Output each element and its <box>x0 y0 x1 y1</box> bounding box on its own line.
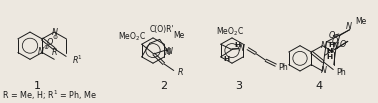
Text: MeO$_2$C: MeO$_2$C <box>118 30 146 43</box>
Text: ⊖: ⊖ <box>53 35 57 40</box>
Text: Ph: Ph <box>279 63 288 72</box>
Text: R: R <box>51 48 57 57</box>
Text: Ph: Ph <box>336 68 346 77</box>
Text: MeO$_2$C: MeO$_2$C <box>216 25 244 38</box>
Text: 2: 2 <box>160 81 167 91</box>
Text: N: N <box>321 66 327 74</box>
Text: ⊕: ⊕ <box>43 45 48 50</box>
Text: C(O)R': C(O)R' <box>149 25 174 34</box>
Text: N: N <box>239 44 245 53</box>
Text: O: O <box>328 31 335 40</box>
Text: R$^{1}$: R$^{1}$ <box>72 53 83 66</box>
Text: N: N <box>167 47 173 56</box>
Text: 1: 1 <box>34 81 40 91</box>
Text: R: R <box>178 68 183 77</box>
Text: H: H <box>327 48 333 54</box>
Text: N: N <box>333 42 339 51</box>
Text: O: O <box>340 40 346 49</box>
Text: H: H <box>327 54 333 60</box>
Text: N: N <box>165 47 171 57</box>
Text: N: N <box>321 41 327 50</box>
Text: H: H <box>235 42 241 48</box>
Text: R = Me, H; R$^{1}$ = Ph, Me: R = Me, H; R$^{1}$ = Ph, Me <box>2 89 97 102</box>
Text: O: O <box>332 37 338 46</box>
Text: Me: Me <box>174 31 185 40</box>
Text: H: H <box>329 42 335 48</box>
Text: H: H <box>327 48 333 54</box>
Text: Me: Me <box>355 17 366 26</box>
Text: H: H <box>224 56 230 62</box>
Text: N: N <box>52 28 58 37</box>
Text: 4: 4 <box>316 81 323 91</box>
Text: N: N <box>38 47 44 56</box>
Text: O: O <box>47 38 53 47</box>
Text: 3: 3 <box>235 81 242 91</box>
Text: N: N <box>346 22 352 31</box>
